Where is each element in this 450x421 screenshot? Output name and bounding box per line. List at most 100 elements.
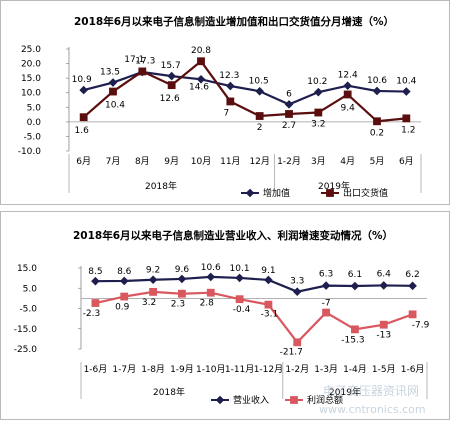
data-point-series-0 <box>284 100 294 109</box>
data-label-series-1: 9.4 <box>341 103 356 113</box>
x-tick-label: 1-11月 <box>225 364 254 375</box>
data-label-series-1: 0.9 <box>115 303 130 313</box>
x-tick-label: 1-2月 <box>277 156 301 167</box>
data-point-series-1 <box>226 97 235 106</box>
data-label-series-1: 0.2 <box>370 128 384 138</box>
chart-title: 2018年6月以来电子信息制造业增加值和出口交货值分月增速（%） <box>74 15 394 28</box>
data-label-series-0: 9.1 <box>261 266 275 276</box>
data-point-series-1 <box>167 81 176 90</box>
x-tick-label: 3月 <box>311 156 326 167</box>
x-tick-label: 8月 <box>135 156 150 167</box>
data-point-series-1 <box>322 308 330 317</box>
data-label-series-1: -15.3 <box>341 335 364 345</box>
data-point-series-1 <box>255 112 264 120</box>
data-point-series-0 <box>226 81 235 91</box>
data-point-series-0 <box>108 78 118 87</box>
series-line-0 <box>95 275 413 293</box>
data-label-series-0: 10.9 <box>72 75 92 85</box>
x-tick-label: 1-3月 <box>314 364 338 375</box>
x-tick-label: 5月 <box>370 156 385 167</box>
data-label-series-0: 15.7 <box>161 61 181 71</box>
y-tick-label: -25.0 <box>14 345 38 355</box>
data-label-series-0: 6.2 <box>405 270 419 280</box>
year-label: 2018年 <box>145 180 177 192</box>
y-tick-label: 5.0 <box>23 284 38 294</box>
chart-panel-monthly-growth: 2018年6月以来电子信息制造业增加值和出口交货值分月增速（%） 2 5.0 20.0… <box>0 0 450 205</box>
legend-marker-1 <box>326 189 334 197</box>
data-point-series-0 <box>402 87 411 96</box>
data-point-series-0 <box>167 71 176 81</box>
data-label-series-1: -13 <box>376 331 391 341</box>
data-point-series-0 <box>292 287 302 296</box>
x-tick-label: 10月 <box>191 156 211 167</box>
legend-label-0: 增加值 <box>263 187 290 199</box>
data-label-series-0: 12.3 <box>219 71 239 81</box>
data-label-series-1: 12.6 <box>160 94 180 104</box>
data-label-series-0: 9.2 <box>146 266 160 276</box>
data-point-series-1 <box>408 310 417 319</box>
series-line-1 <box>95 290 413 344</box>
data-label-series-1: -21.7 <box>280 347 303 357</box>
y-tick-label: -5.0 <box>23 132 41 142</box>
x-tick-label: 6月 <box>399 156 414 167</box>
x-tick-label: 1-10月 <box>196 364 225 375</box>
data-label-series-0: 10.1 <box>230 264 250 274</box>
legend-label-1: 出口交货值 <box>343 187 388 199</box>
data-label-series-1: 10.4 <box>105 101 125 111</box>
data-point-series-0 <box>91 276 100 286</box>
data-label-series-1: 7 <box>223 108 229 118</box>
data-label-series-1: -7 <box>322 299 331 309</box>
data-point-series-0 <box>255 86 264 96</box>
data-point-series-1 <box>79 113 88 122</box>
data-point-series-0 <box>196 75 206 84</box>
data-label-series-1: 3.2 <box>311 120 325 130</box>
y-tick-label: 5.0 <box>27 103 42 113</box>
data-point-series-1 <box>120 292 129 301</box>
data-label-series-0: 6.1 <box>348 270 362 280</box>
watermark-site-name: 电子变压器资讯网 <box>323 383 419 398</box>
y-tick-label: -5.0 <box>19 305 37 315</box>
data-label-series-0: 10.5 <box>249 76 269 86</box>
data-label-series-1: -0.4 <box>233 305 251 315</box>
data-point-series-0 <box>343 81 352 91</box>
data-point-series-1 <box>379 320 388 329</box>
data-point-series-0 <box>206 272 216 282</box>
data-label-series-0: 6.4 <box>377 269 392 279</box>
data-point-series-0 <box>235 273 244 283</box>
y-tick-label: 10.0 <box>21 89 41 99</box>
data-label-series-0: 17.1 <box>124 55 144 65</box>
series-line-1 <box>82 59 407 123</box>
legend-marker-0 <box>245 188 255 198</box>
data-label-series-1: 2 <box>257 123 263 133</box>
data-label-series-0: 9.6 <box>175 265 190 275</box>
data-label-series-0: 8.5 <box>88 267 102 277</box>
data-label-series-1: 1.6 <box>75 126 90 136</box>
data-point-series-0 <box>264 275 273 285</box>
data-point-series-1 <box>264 300 273 309</box>
data-point-series-0 <box>148 275 158 285</box>
data-label-series-0: 3.3 <box>290 277 304 287</box>
year-label: 2018年 <box>153 386 185 398</box>
revenue-profit-chart: 2018年6月以来电子信息制造业营业收入、利润增速变动情况（%） 15.0 5.0 -… <box>14 229 430 416</box>
data-point-series-0 <box>79 85 88 95</box>
year-label: 2019年 <box>318 180 350 192</box>
x-tick-label: 11月 <box>220 156 240 167</box>
data-label-series-1: 2.8 <box>200 299 215 309</box>
data-label-series-1: -2.3 <box>83 309 101 319</box>
data-point-series-0 <box>379 281 389 290</box>
data-point-series-0 <box>119 276 129 286</box>
watermark-site-url: www.cntronics.com <box>319 403 426 416</box>
legend-marker-1 <box>290 396 298 404</box>
legend-label-1: 利润总额 <box>307 394 343 406</box>
data-point-series-1 <box>314 108 323 117</box>
data-point-series-0 <box>321 281 331 290</box>
data-label-series-0: 8.6 <box>117 267 132 277</box>
y-tick-label: 20.0 <box>21 60 41 70</box>
data-point-series-0 <box>408 281 417 291</box>
data-label-series-1: 2.7 <box>282 121 296 131</box>
x-tick-label: 4月 <box>340 156 355 167</box>
x-tick-label: 1-2月 <box>285 364 309 375</box>
data-point-series-1 <box>235 295 244 304</box>
data-label-series-1: -7.9 <box>412 320 430 330</box>
data-label-series-0: 10.6 <box>201 263 221 273</box>
